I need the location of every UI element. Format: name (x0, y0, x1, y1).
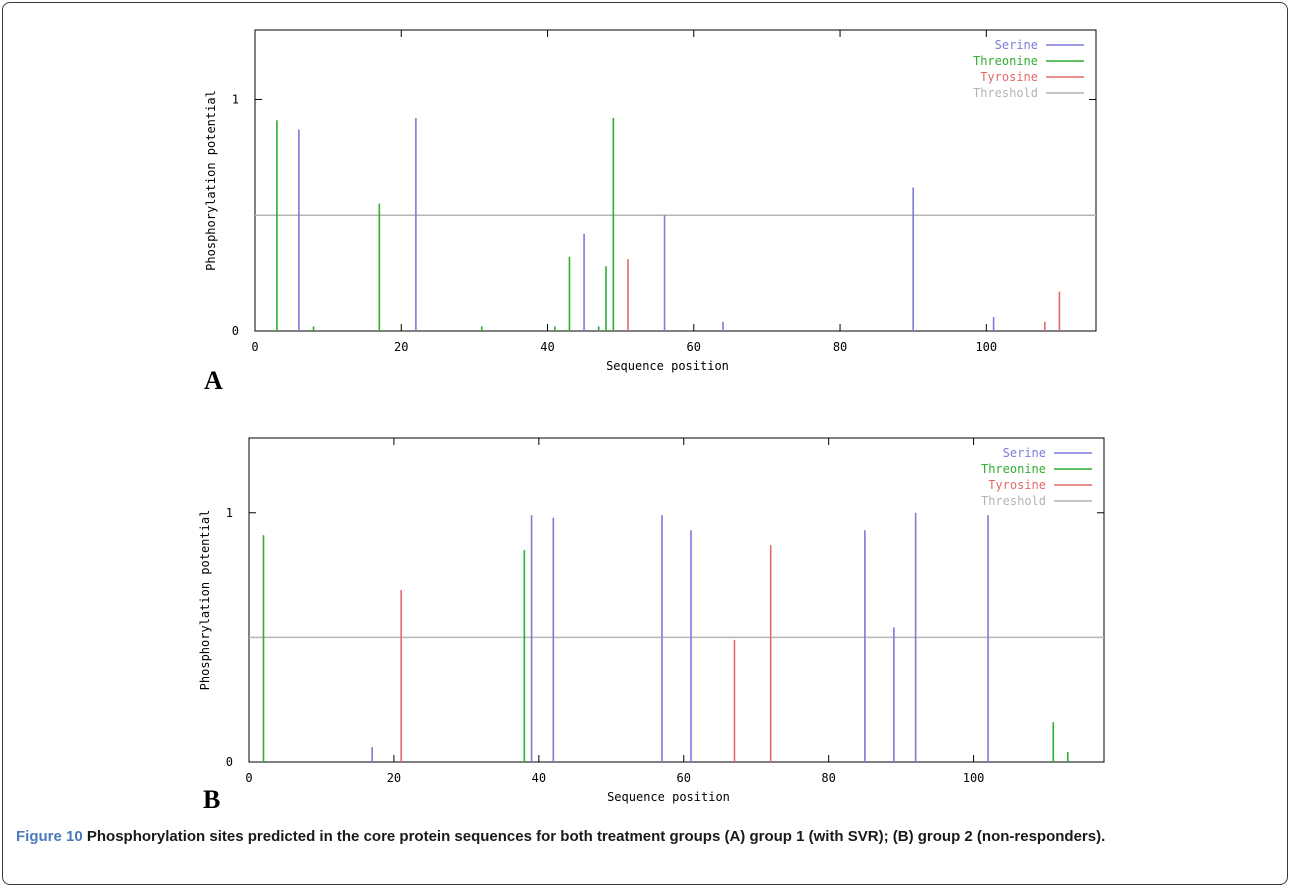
legend-label-threonine-a: Threonine (973, 54, 1038, 68)
x-tick-label-b-20: 20 (387, 771, 401, 785)
legend-label-serine-b: Serine (1003, 446, 1046, 460)
x-tick-label-b-80: 80 (821, 771, 835, 785)
y-tick-label-a-0: 0 (232, 324, 239, 338)
caption-text: Phosphorylation sites predicted in the c… (86, 828, 1106, 845)
x-tick-label-b-100: 100 (963, 771, 985, 785)
y-tick-label-a-1: 1 (232, 92, 239, 106)
y-tick-label-b-1: 1 (226, 506, 233, 520)
y-axis-label-b: Phosphorylation potential (198, 510, 212, 691)
figure-caption: Figure 10 Phosphorylation sites predicte… (16, 825, 1278, 848)
x-tick-label-b-0: 0 (245, 771, 252, 785)
plot-frame-a (254, 29, 1097, 332)
panel-label-a: A (204, 366, 223, 395)
legend-label-tyrosine-a: Tyrosine (980, 70, 1038, 84)
x-tick-label-a-40: 40 (540, 340, 554, 354)
y-axis-label-a: Phosphorylation potential (204, 90, 218, 271)
caption-label: Figure 10 (16, 828, 83, 845)
legend-label-threonine-b: Threonine (981, 462, 1046, 476)
x-tick-label-a-100: 100 (975, 340, 997, 354)
x-tick-label-a-80: 80 (833, 340, 847, 354)
x-axis-label-a: Sequence position (606, 359, 729, 373)
x-tick-label-b-60: 60 (677, 771, 691, 785)
legend-label-threshold-a: Threshold (973, 86, 1038, 100)
legend-label-tyrosine-b: Tyrosine (988, 478, 1046, 492)
plot-frame-b (248, 437, 1105, 763)
panel-label-b: B (203, 785, 221, 814)
x-tick-label-a-60: 60 (687, 340, 701, 354)
x-tick-label-b-40: 40 (532, 771, 546, 785)
y-tick-label-b-0: 0 (226, 755, 233, 769)
x-tick-label-a-0: 0 (251, 340, 258, 354)
legend-label-serine-a: Serine (995, 38, 1038, 52)
x-tick-label-a-20: 20 (394, 340, 408, 354)
x-axis-label-b: Sequence position (607, 790, 730, 804)
legend-label-threshold-b: Threshold (981, 494, 1046, 508)
